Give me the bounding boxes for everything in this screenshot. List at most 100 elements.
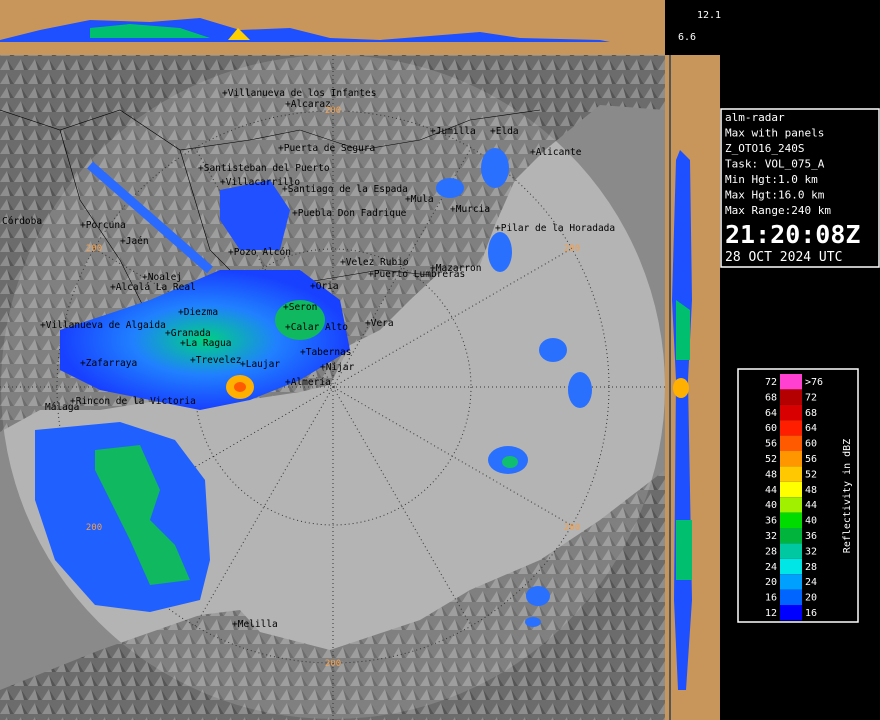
range-label: 200	[564, 523, 580, 533]
place-label: +Jaén	[120, 236, 149, 247]
legend-high: 72	[805, 392, 817, 403]
legend-swatch	[780, 589, 802, 605]
place-label: +Tabernas	[300, 347, 351, 358]
legend-swatch	[780, 528, 802, 544]
echo	[220, 180, 290, 250]
place-label: +Almería	[285, 377, 331, 388]
legend-low: 16	[765, 593, 777, 604]
place-label: +Jumilla	[430, 126, 476, 137]
side-profile	[676, 300, 692, 580]
legend-high: 64	[805, 423, 817, 434]
echo	[95, 445, 190, 585]
map: +Villanueva de los Infantes+Alcaraz +Jumi…	[0, 55, 665, 720]
legend-low: 24	[765, 562, 777, 573]
legend-high: 16	[805, 608, 817, 619]
legend-high: 44	[805, 500, 817, 511]
place-label: +Diezma	[178, 307, 218, 318]
place-label: Málaga	[45, 402, 79, 413]
info-line: Max Range:240 km	[725, 204, 831, 217]
legend-low: 52	[765, 454, 777, 465]
legend-swatch	[780, 574, 802, 590]
legend-swatch	[780, 435, 802, 451]
range-label: 200	[86, 244, 102, 254]
place-label: +Calar Alto	[285, 322, 348, 333]
place-label: +Rincon de la Victoria	[70, 396, 196, 407]
time: 21:20:08Z	[725, 220, 860, 249]
place-label: +Puerto Lumbreras	[368, 269, 465, 280]
place-label: +Laujar	[240, 359, 280, 370]
echo	[481, 148, 509, 188]
place-label: +Mazarron	[430, 263, 481, 274]
place-label: Córdoba	[2, 216, 42, 227]
top-profile	[228, 28, 250, 40]
place-label: +Santiago de la Espada	[282, 184, 408, 195]
place-label: +Granada	[165, 328, 211, 339]
legend-low: 44	[765, 485, 777, 496]
info-line: Z_OTO16_240S	[725, 142, 804, 155]
side-profile	[673, 378, 689, 398]
land	[0, 470, 665, 720]
place-label: +Noalej	[142, 272, 182, 283]
legend-high: 40	[805, 516, 817, 527]
legend-low: 32	[765, 531, 777, 542]
legend-low: 40	[765, 500, 777, 511]
place-label: +Pozo Alcón	[228, 247, 291, 258]
info-line: alm-radar	[725, 111, 785, 124]
legend-high: 36	[805, 531, 817, 542]
info-panel	[720, 108, 880, 268]
legend-high: >76	[805, 377, 823, 388]
place-label: +Pilar de la Horadada	[495, 223, 615, 234]
legend-low: 56	[765, 439, 777, 450]
info-line: Min Hgt:1.0 km	[725, 173, 818, 186]
legend-swatch	[780, 543, 802, 559]
legend-high: 24	[805, 577, 817, 588]
echo	[234, 382, 246, 392]
legend-low: 48	[765, 469, 777, 480]
legend-swatch	[780, 389, 802, 405]
side-panel	[669, 55, 671, 720]
legend-low: 60	[765, 423, 777, 434]
place-label: +Oria	[310, 281, 339, 292]
place-label: +Villacarrillo	[220, 177, 300, 188]
info-line: Max with panels	[725, 127, 824, 140]
place-label: +Alcalá La Real	[110, 282, 196, 293]
legend-title: Reflectivity in dBZ	[842, 439, 853, 553]
legend-low: 68	[765, 392, 777, 403]
legend-swatch	[780, 481, 802, 498]
place-label: +Vera	[365, 318, 394, 329]
place-label: +Porcuna	[80, 220, 126, 231]
legend-high: 56	[805, 454, 817, 465]
info-line: Task: VOL_075_A	[725, 158, 825, 171]
date: 28 OCT 2024 UTC	[725, 250, 842, 265]
echo	[539, 338, 567, 362]
echo	[436, 178, 464, 198]
legend-high: 68	[805, 408, 817, 419]
legend-high: 32	[805, 546, 817, 557]
place-label: +Elda	[490, 126, 519, 137]
legend-low: 64	[765, 408, 777, 419]
echo	[525, 617, 541, 627]
range-label: 200	[86, 523, 102, 533]
echo	[275, 300, 325, 340]
place-label: +Murcia	[450, 204, 490, 215]
legend-swatch	[780, 605, 802, 621]
legend-swatch	[780, 466, 802, 482]
legend-high: 20	[805, 593, 817, 604]
range-label: 200	[564, 244, 580, 254]
echo	[488, 232, 512, 272]
legend-low: 72	[765, 377, 777, 388]
range-grid	[0, 55, 665, 720]
place-label: +Velez Rubio	[340, 257, 409, 268]
legend-swatch	[780, 420, 802, 436]
panel-label: 12.1	[697, 10, 721, 21]
place-label: +Puerta de Segura	[278, 143, 375, 154]
place-label: +Santisteban del Puerto	[198, 163, 330, 174]
place-label: +Trevelez	[190, 355, 241, 366]
place-label: +Villanueva de los Infantes	[222, 88, 376, 99]
legend-swatch	[780, 497, 802, 513]
range-label: 200	[325, 659, 341, 669]
echo	[568, 372, 592, 408]
echo	[60, 270, 350, 410]
